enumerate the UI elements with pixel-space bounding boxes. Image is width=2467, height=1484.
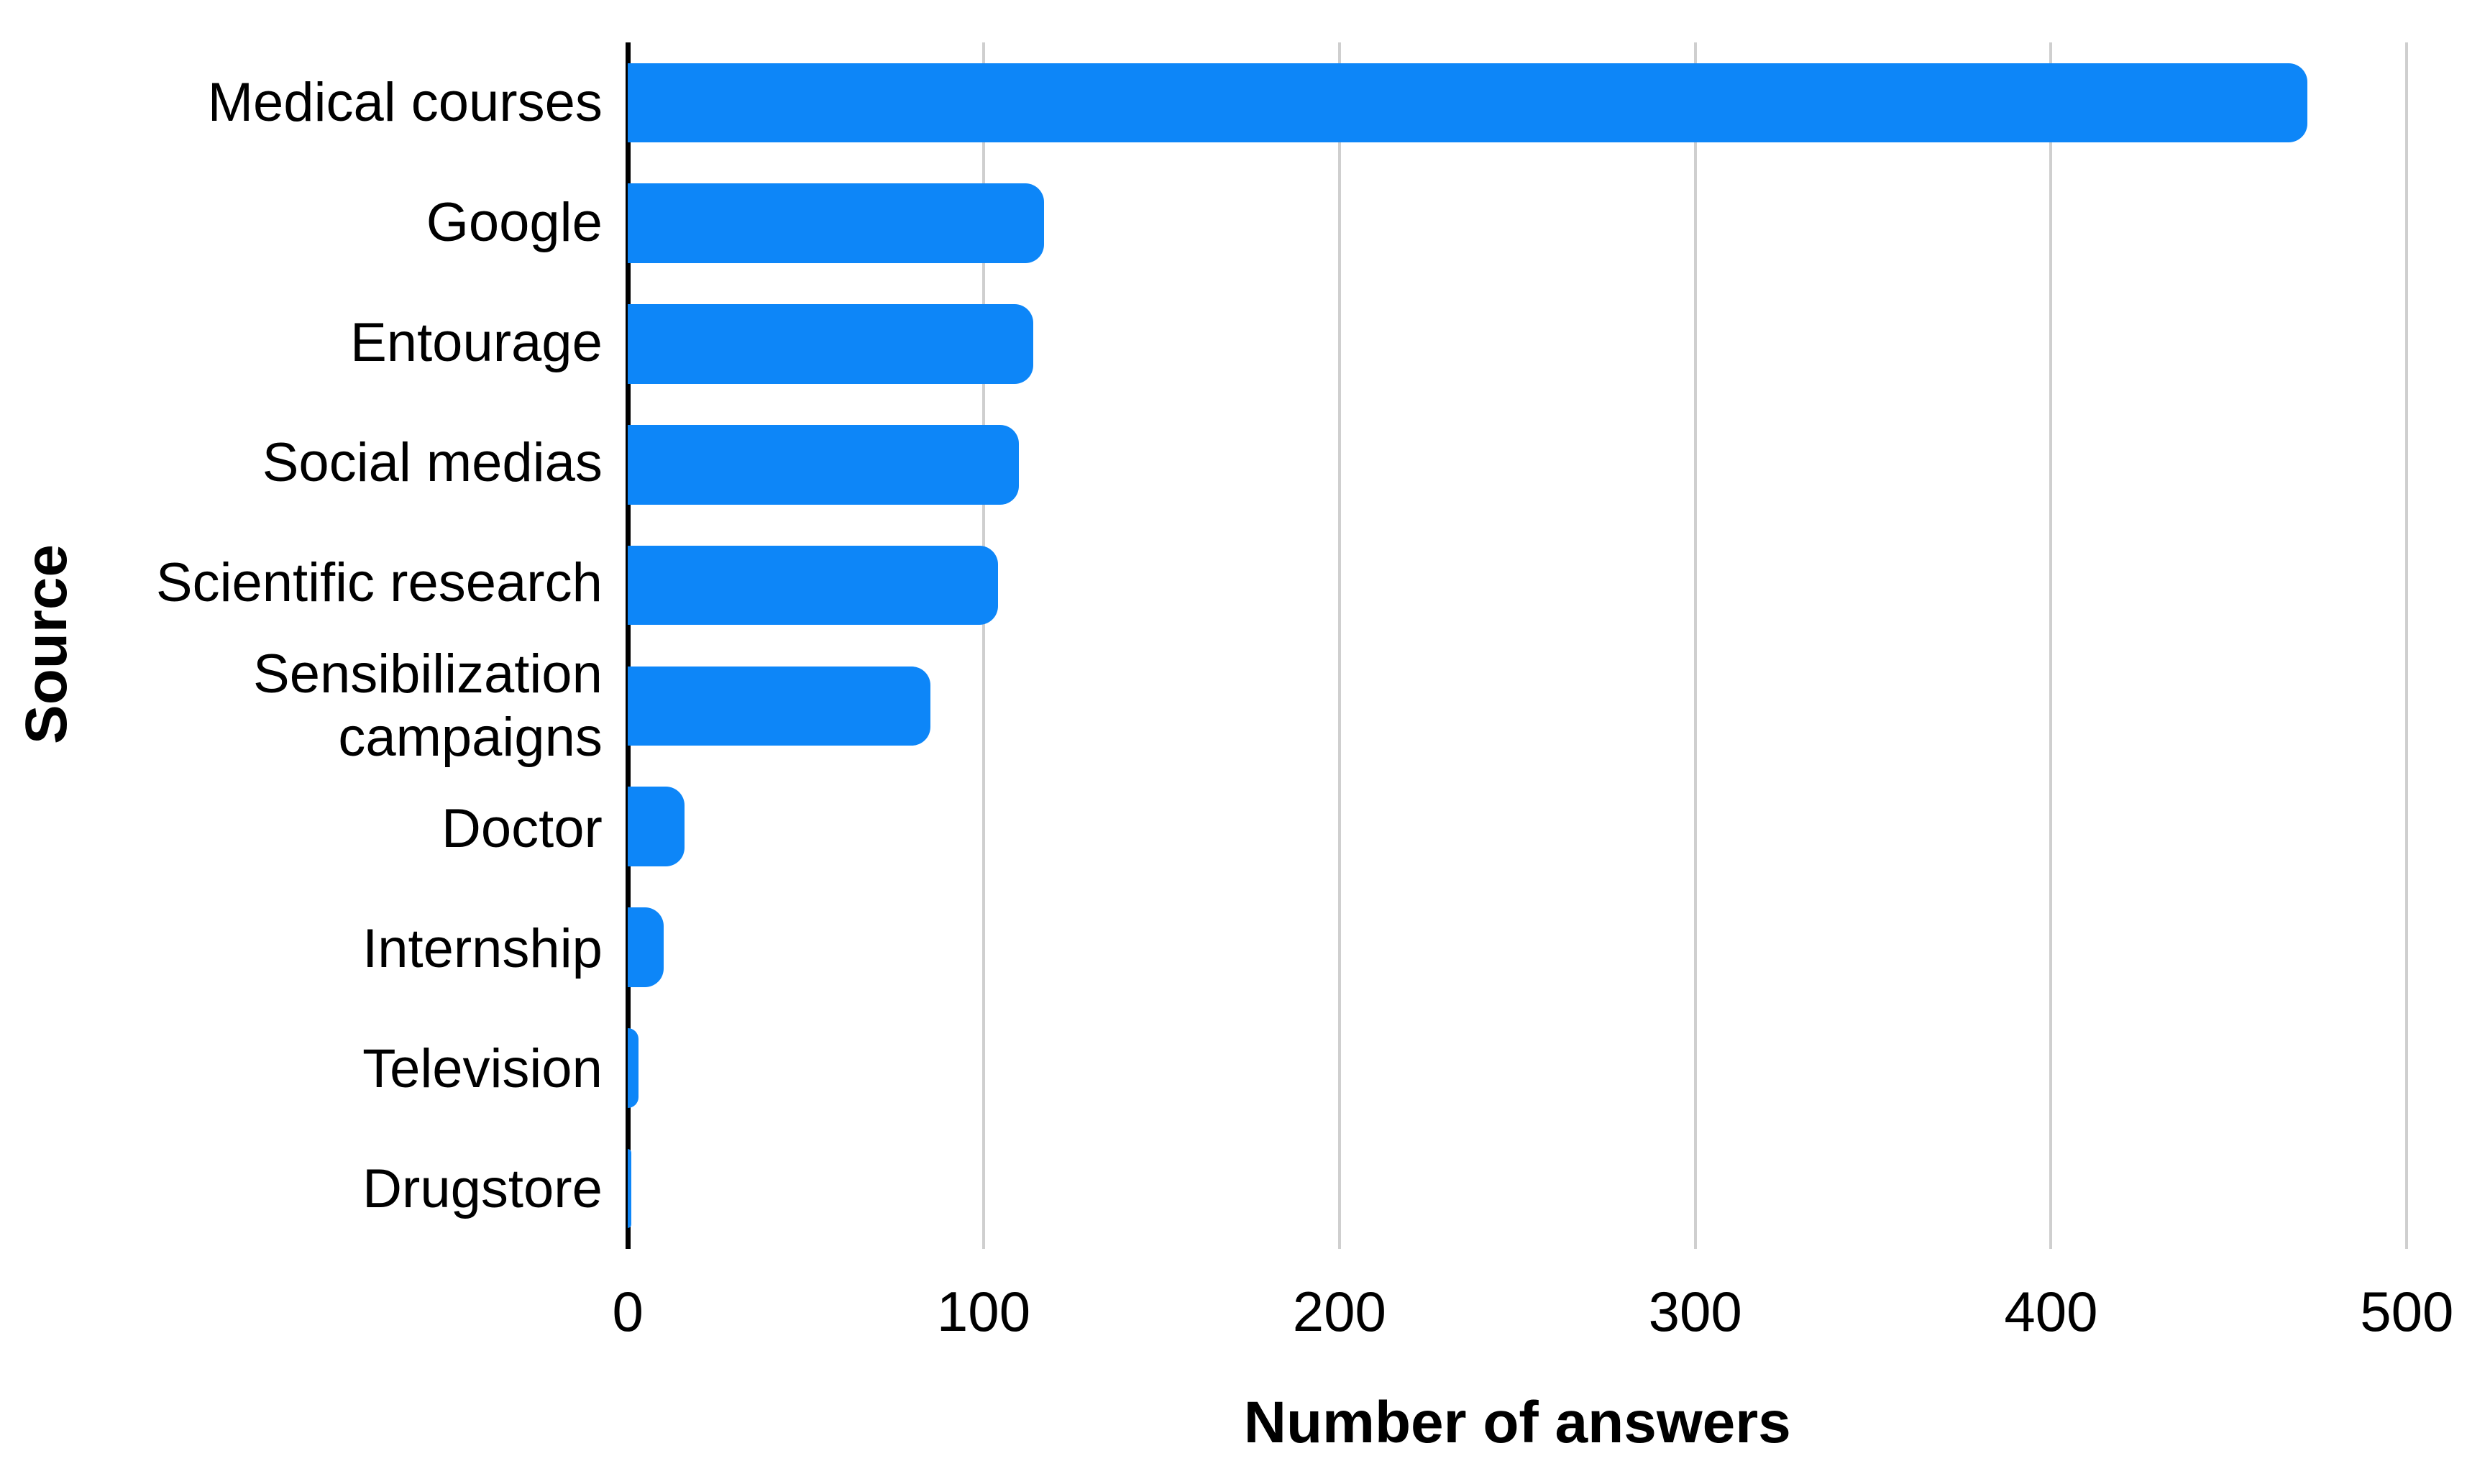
bar-row [628, 887, 2407, 1008]
gridline-500 [2405, 42, 2409, 1250]
bar-row [628, 1007, 2407, 1128]
category-label-doctor: Doctor [441, 797, 603, 859]
bar-doctor[interactable] [628, 787, 685, 867]
bar-drugstore[interactable] [628, 1148, 632, 1229]
bar-sensibilization-campaigns[interactable] [628, 666, 930, 746]
bar-entourage[interactable] [628, 304, 1034, 384]
bar-row [628, 163, 2407, 284]
plot-area [626, 42, 2409, 1250]
bar-scientific-research[interactable] [628, 545, 998, 626]
bar-social-medias[interactable] [628, 424, 1020, 505]
bar-row [628, 525, 2407, 646]
bar-medical-courses[interactable] [628, 63, 2307, 143]
category-label-google: Google [426, 191, 603, 253]
category-label-scientific-research: Scientific research [155, 551, 603, 613]
gridline-100 [982, 42, 985, 1250]
bar-row [628, 646, 2407, 766]
bar-row [628, 1128, 2407, 1249]
gridline-400 [2049, 42, 2053, 1250]
y-axis-line [626, 42, 631, 1250]
x-tick-label-400: 400 [2004, 1280, 2098, 1344]
bar-rows [628, 42, 2407, 1249]
bar-internship[interactable] [628, 907, 664, 987]
gridline-300 [1693, 42, 1697, 1250]
bar-row [628, 42, 2407, 163]
x-axis-ticks: 0 100 200 300 400 500 [612, 1279, 2453, 1353]
category-labels: Medical courses Google Entourage Social med… [0, 42, 603, 1249]
bar-row [628, 284, 2407, 405]
x-tick-label-500: 500 [2360, 1280, 2454, 1344]
bar-row [628, 404, 2407, 525]
bar-television[interactable] [628, 1027, 639, 1108]
x-tick-label-300: 300 [1648, 1280, 1742, 1344]
x-axis-title: Number of answers [1243, 1389, 1791, 1455]
bar-google[interactable] [628, 183, 1045, 264]
x-tick-label-100: 100 [936, 1280, 1031, 1344]
gridline-200 [1337, 42, 1341, 1250]
category-label-social-medias: Social medias [262, 431, 603, 493]
category-label-entourage: Entourage [350, 311, 603, 373]
x-tick-label-200: 200 [1292, 1280, 1386, 1344]
category-label-internship: Internship [362, 917, 603, 979]
category-label-sensibilization-campaigns: Sensibilization campaigns [253, 643, 603, 768]
bar-row [628, 766, 2407, 887]
category-label-medical-courses: Medical courses [207, 71, 603, 133]
category-label-television: Television [362, 1038, 603, 1099]
x-tick-label-0: 0 [612, 1280, 644, 1344]
category-label-drugstore: Drugstore [362, 1158, 603, 1219]
